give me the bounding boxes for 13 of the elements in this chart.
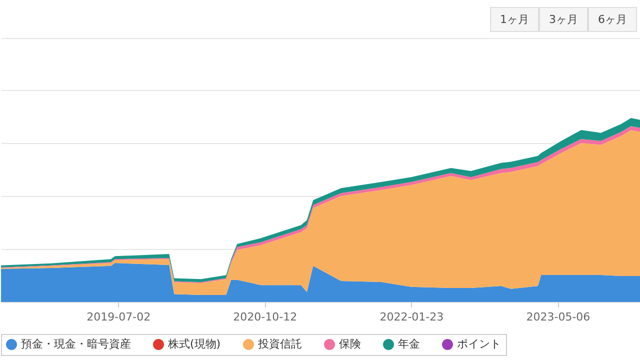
legend-label: 保険 <box>339 338 361 351</box>
legend-label: ポイント <box>457 338 501 351</box>
x-tick-label: 2022-01-23 <box>380 310 444 324</box>
x-tick-label: 2023-05-06 <box>526 310 590 324</box>
legend-label: 投資信託 <box>257 338 302 351</box>
legend-label: 株式(現物) <box>167 338 221 351</box>
x-tick-label: 2020-10-12 <box>233 310 298 324</box>
x-tick-label: 2019-07-02 <box>86 310 151 324</box>
text: 3ヶ月 <box>539 7 588 32</box>
text: 1ヶ月 <box>490 7 539 32</box>
legend-label: 預金・現金・暗号資産 <box>21 338 131 351</box>
text: 6ヶ月 <box>588 7 637 32</box>
legend-label: 年金 <box>398 338 420 351</box>
